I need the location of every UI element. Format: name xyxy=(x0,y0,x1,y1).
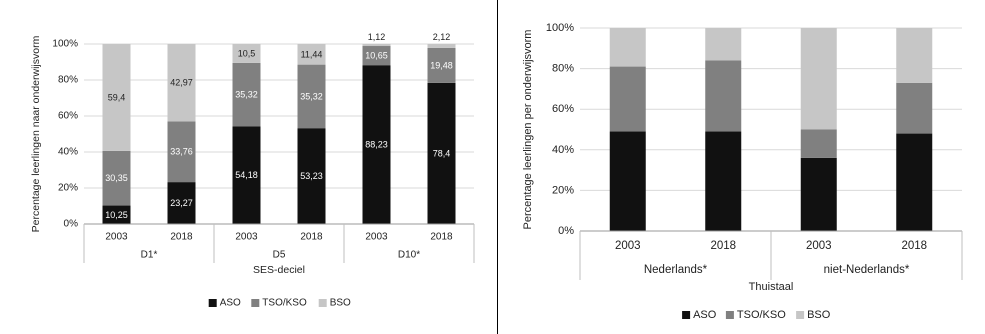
y-axis-title: Percentage leerlingen naar onderwijsvorm xyxy=(30,35,42,232)
bar-segment-aso xyxy=(167,182,196,224)
y-tick-label: 60% xyxy=(58,111,78,122)
data-label: 30,35 xyxy=(105,173,128,183)
bar-segment-aso xyxy=(102,205,131,224)
y-tick-label: 0% xyxy=(64,219,79,230)
x-category-label: 2018 xyxy=(300,232,323,243)
y-tick-label: 40% xyxy=(58,147,78,158)
ses-decile-chart-panel: 0% 20% 40% 60% 80% 100% 10,25 30,35 59,4 2003 23,2… xyxy=(30,0,498,334)
legend-label: ASO xyxy=(220,298,241,309)
bar-segment-bso xyxy=(896,28,933,83)
bar-segment-aso xyxy=(362,65,391,224)
y-tick-label: 80% xyxy=(552,63,574,75)
data-label: 54,18 xyxy=(235,170,258,180)
legend-label: TSO/KSO xyxy=(737,309,786,321)
data-label: 35,32 xyxy=(235,90,258,100)
legend-label: BSO xyxy=(807,309,831,321)
data-label: 1,12 xyxy=(368,32,386,42)
home-language-stacked-bar-chart: 0%20%40%60%80%100%2003 2018 2003 2018Nederl… xyxy=(522,22,963,321)
data-label: 35,32 xyxy=(300,91,323,101)
x-group-label: D10* xyxy=(398,250,420,261)
bar-segment-tso-kso xyxy=(800,129,837,158)
legend-swatch-aso xyxy=(682,311,691,319)
bar-segment-bso xyxy=(167,44,196,122)
data-label: 19,48 xyxy=(430,60,453,70)
data-label: 10,25 xyxy=(105,210,128,220)
legend-label: TSO/KSO xyxy=(262,298,307,309)
data-label: 2,12 xyxy=(433,32,451,42)
x-category-label: 2018 xyxy=(430,232,453,243)
bar-segment-bso xyxy=(362,44,391,47)
bar-segment-bso xyxy=(705,28,742,61)
bar-segment-aso xyxy=(705,131,742,231)
data-label: 53,23 xyxy=(300,171,323,181)
data-label: 10,65 xyxy=(365,51,388,61)
bar-segment-tso-kso xyxy=(705,60,742,132)
legend-label: ASO xyxy=(693,309,717,321)
legend-swatch-tso-kso xyxy=(251,299,260,307)
y-tick-label: 60% xyxy=(552,103,574,115)
bar-segment-tso-kso xyxy=(102,150,131,206)
data-label: 59,4 xyxy=(108,92,126,102)
data-label: 10,5 xyxy=(238,48,256,58)
bar-segment-aso xyxy=(896,133,933,231)
y-axis-title: Percentage leerlingen per onderwijsvorm xyxy=(522,30,534,230)
data-label: 33,76 xyxy=(170,147,193,157)
x-category-label: 2003 xyxy=(615,240,641,252)
bar-segment-tso-kso xyxy=(896,82,933,134)
y-tick-label: 100% xyxy=(546,22,574,34)
x-group-label: Nederlands* xyxy=(644,264,708,276)
bar-segment-tso-kso xyxy=(167,121,196,183)
bar-segment-aso xyxy=(297,128,326,224)
bar-segment-bso xyxy=(800,28,837,130)
bar-segment-tso-kso xyxy=(362,46,391,66)
bar-segment-tso-kso xyxy=(232,62,261,127)
data-label: 78,4 xyxy=(433,148,451,158)
data-label: 88,23 xyxy=(365,140,388,150)
y-tick-label: 20% xyxy=(58,183,78,194)
x-axis-title: SES-deciel xyxy=(253,264,305,276)
x-group-label: D5 xyxy=(273,250,286,261)
x-group-label: D1* xyxy=(141,250,158,261)
data-label: 11,44 xyxy=(301,49,323,59)
bar-segment-bso xyxy=(427,44,456,48)
legend-label: BSO xyxy=(330,298,351,309)
legend-swatch-aso xyxy=(208,299,217,307)
x-category-label: 2018 xyxy=(170,232,193,243)
bar-segment-tso-kso xyxy=(297,64,326,129)
y-tick-label: 100% xyxy=(52,39,78,50)
data-label: 23,27 xyxy=(170,198,193,208)
bar-segment-aso xyxy=(427,82,456,224)
x-axis-title: Thuistaal xyxy=(749,281,794,293)
bar-segment-bso xyxy=(609,28,646,67)
legend-swatch-bso xyxy=(796,311,805,319)
bar-segment-aso xyxy=(609,131,646,231)
bar-segment-aso xyxy=(232,126,261,224)
bar-segment-bso xyxy=(297,44,326,65)
x-category-label: 2018 xyxy=(710,240,736,252)
y-tick-label: 40% xyxy=(552,144,574,156)
x-category-label: 2003 xyxy=(365,232,388,243)
home-language-chart-panel: 0% 20% 40% 60% 80% 100% 2003 2018 2003 2018 Nederl… xyxy=(498,0,985,334)
y-tick-label: 20% xyxy=(552,184,574,196)
x-category-label: 2003 xyxy=(806,240,832,252)
legend-swatch-tso-kso xyxy=(725,311,734,319)
data-label: 42,97 xyxy=(170,78,193,88)
y-tick-label: 80% xyxy=(58,75,78,86)
x-category-label: 2003 xyxy=(235,232,258,243)
x-category-label: 2018 xyxy=(901,240,927,252)
ses-decile-stacked-bar-chart: 0% 20% 40% 60% 80% 100% 10,25 30,35 59,4 2003 23,2… xyxy=(30,32,475,309)
bar-segment-bso xyxy=(232,44,261,63)
bar-segment-tso-kso xyxy=(427,47,456,83)
legend-swatch-bso xyxy=(318,299,327,307)
bar-segment-aso xyxy=(800,157,837,231)
bar-segment-tso-kso xyxy=(609,66,646,132)
bar-segment-bso xyxy=(102,44,131,151)
x-category-label: 2003 xyxy=(105,232,128,243)
y-tick-label: 0% xyxy=(558,225,574,237)
x-group-label: niet-Nederlands* xyxy=(824,264,910,276)
